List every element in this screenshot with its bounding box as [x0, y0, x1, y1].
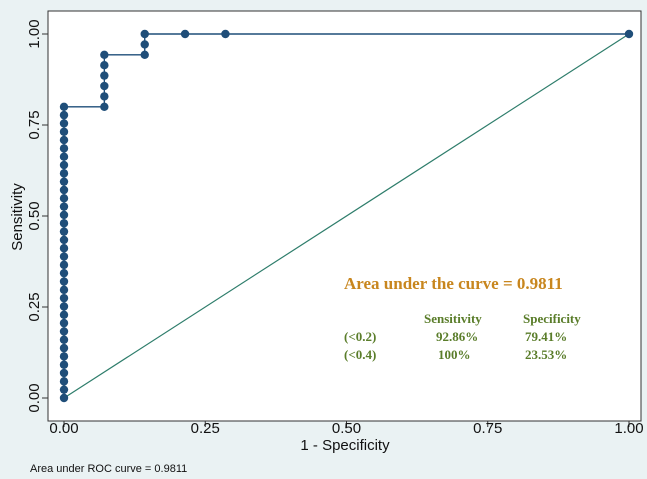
auc-annotation-title: Area under the curve = 0.9811	[344, 274, 563, 293]
roc-point	[59, 152, 69, 161]
roc-point	[59, 227, 69, 236]
plot-area	[59, 29, 634, 403]
roc-point	[59, 194, 69, 203]
roc-point	[59, 393, 69, 403]
roc-point	[59, 277, 69, 286]
roc-point	[100, 102, 109, 112]
roc-point	[59, 385, 69, 394]
roc-point	[59, 102, 69, 112]
annotation-header-specificity: Specificity	[523, 311, 581, 326]
x-tick-label: 0.25	[191, 420, 220, 437]
roc-point	[100, 81, 109, 91]
roc-point	[59, 302, 69, 311]
y-tick-label: 0.75	[26, 110, 43, 139]
roc-point	[140, 40, 149, 49]
roc-point	[59, 119, 69, 128]
roc-point	[59, 368, 69, 378]
roc-point	[59, 235, 69, 245]
x-axis-title: 1 - Specificity	[300, 437, 390, 454]
roc-point	[221, 29, 230, 39]
annotation-row-sensitivity: 100%	[438, 347, 471, 362]
roc-point	[59, 352, 69, 361]
roc-point	[59, 202, 69, 211]
x-tick-label: 1.00	[614, 420, 643, 437]
roc-point	[59, 285, 69, 295]
annotation-row-cutoff: (<0.4)	[344, 347, 376, 362]
roc-point	[59, 160, 69, 170]
y-tick-label: 0.50	[26, 201, 43, 230]
x-tick-label: 0.50	[332, 420, 361, 437]
roc-point	[59, 135, 69, 145]
roc-point	[59, 144, 69, 153]
roc-point	[100, 50, 109, 59]
reference-line	[63, 33, 630, 399]
roc-point	[59, 377, 69, 386]
roc-point	[59, 318, 69, 328]
annotation-row-cutoff: (<0.2)	[344, 329, 376, 344]
roc-point	[100, 92, 109, 101]
footnote: Area under ROC curve = 0.9811	[30, 463, 187, 475]
y-tick-label: 0.25	[26, 292, 43, 321]
roc-point	[100, 71, 109, 80]
roc-point	[180, 29, 190, 39]
x-axis: 0.00 0.25 0.50 0.75 1.00	[49, 420, 643, 437]
roc-point	[59, 260, 69, 270]
annotation-row-sensitivity: 92.86%	[436, 329, 478, 344]
annotation-row-specificity: 79.41%	[525, 329, 567, 344]
roc-point	[59, 177, 69, 186]
x-tick-label: 0.00	[49, 420, 78, 437]
x-tick-label: 0.75	[473, 420, 502, 437]
roc-point	[59, 293, 69, 303]
roc-point	[100, 60, 109, 70]
roc-point	[59, 219, 69, 228]
roc-point	[59, 185, 69, 195]
annotation-row-specificity: 23.53%	[525, 347, 567, 362]
roc-point	[59, 127, 69, 136]
roc-point	[59, 343, 69, 353]
y-tick-label: 0.00	[26, 383, 43, 412]
roc-point	[59, 244, 69, 253]
roc-point	[140, 50, 149, 59]
annotation-header-sensitivity: Sensitivity	[424, 311, 482, 326]
roc-point	[59, 310, 69, 319]
roc-point	[59, 327, 69, 336]
y-axis: 0.00 0.25 0.50 0.75 1.00	[26, 19, 48, 413]
roc-point	[59, 210, 69, 220]
roc-point	[59, 252, 69, 261]
plot-background	[47, 10, 642, 422]
roc-point	[59, 360, 69, 369]
roc-point	[59, 169, 69, 178]
roc-point	[59, 110, 69, 120]
roc-point	[624, 29, 634, 39]
y-tick-label: 1.00	[26, 19, 43, 48]
y-axis-title: Sensitivity	[9, 183, 26, 251]
roc-point	[140, 29, 149, 39]
roc-point	[59, 268, 69, 278]
roc-point	[59, 335, 69, 344]
